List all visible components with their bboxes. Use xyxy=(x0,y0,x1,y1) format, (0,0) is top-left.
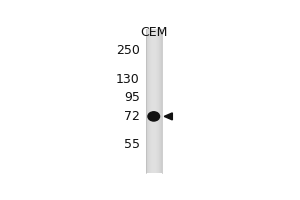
Text: CEM: CEM xyxy=(140,26,167,39)
Text: 250: 250 xyxy=(116,44,140,57)
Text: 55: 55 xyxy=(124,138,140,151)
Ellipse shape xyxy=(148,112,160,121)
Text: 130: 130 xyxy=(116,73,140,86)
Polygon shape xyxy=(164,113,172,120)
Text: 72: 72 xyxy=(124,110,140,123)
Text: 95: 95 xyxy=(124,91,140,104)
